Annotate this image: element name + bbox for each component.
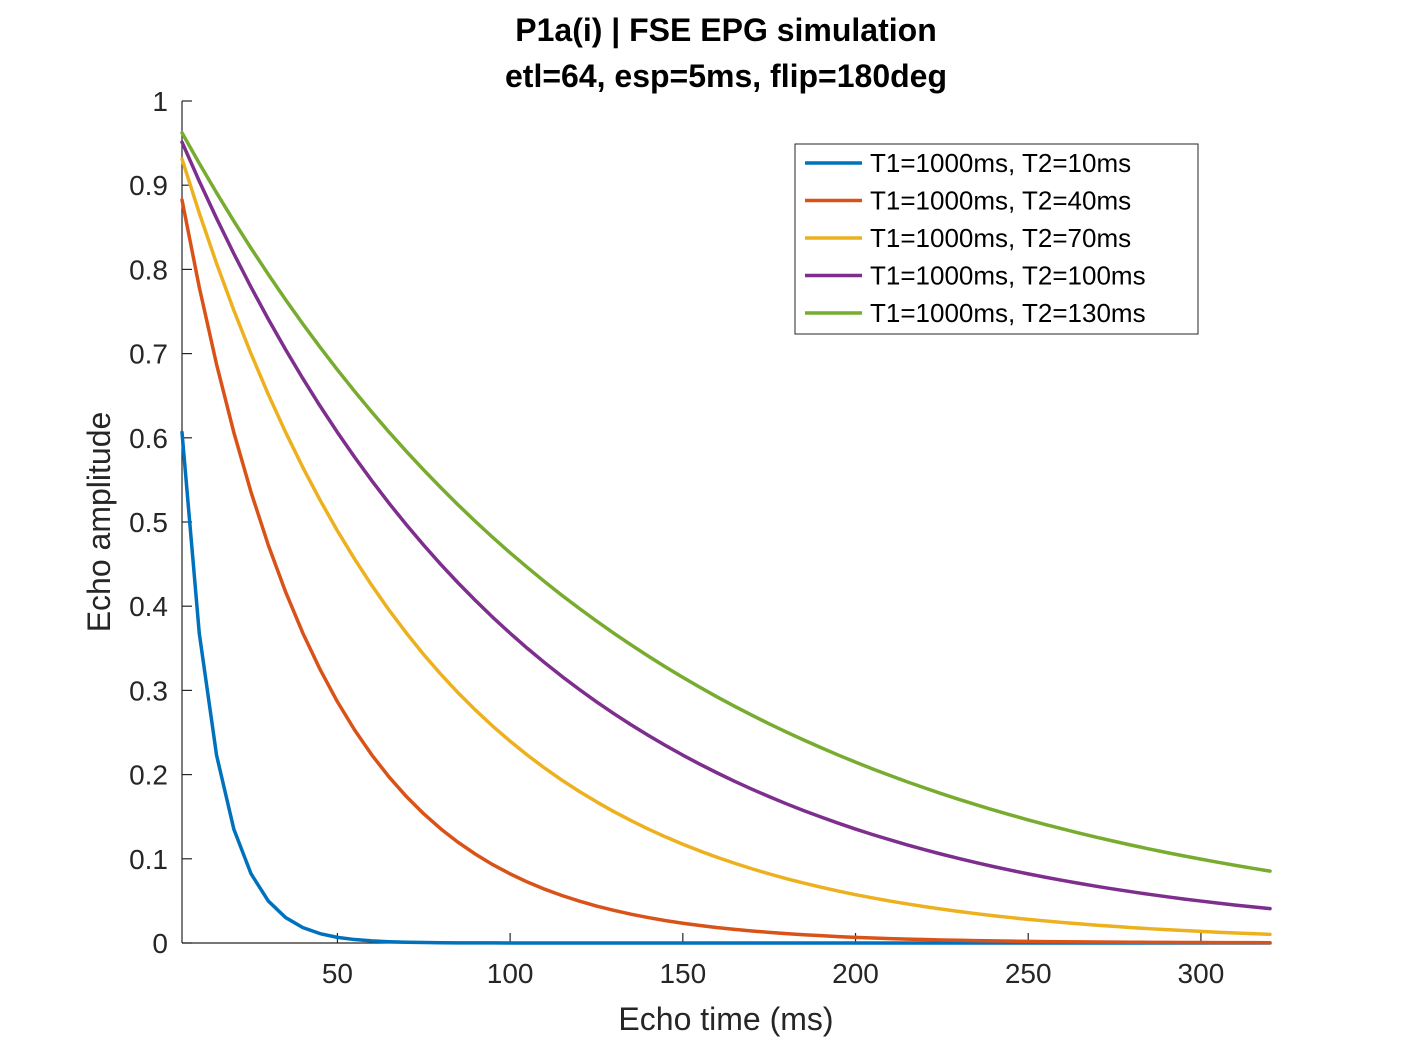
y-tick-label: 0.4 <box>129 591 168 622</box>
legend-label: T1=1000ms, T2=10ms <box>870 148 1131 178</box>
y-tick-label: 0 <box>152 928 168 959</box>
legend-items: T1=1000ms, T2=10ms T1=1000ms, T2=40ms T1=1… <box>805 148 1146 328</box>
y-tick-label: 0.1 <box>129 844 168 875</box>
chart-subtitle: etl=64, esp=5ms, flip=180deg <box>505 58 947 94</box>
y-tick-label: 0.9 <box>129 170 168 201</box>
y-axis-label: Echo amplitude <box>81 412 117 633</box>
x-tick-label: 50 <box>322 958 353 989</box>
x-ticks: 50 100 150 200 250 300 <box>322 933 1224 989</box>
x-axis-label: Echo time (ms) <box>618 1001 833 1037</box>
series-line-5 <box>180 130 1272 873</box>
legend-box <box>794 143 1199 335</box>
y-tick-label: 0.6 <box>129 423 168 454</box>
y-tick-label: 0.2 <box>129 760 168 791</box>
series-lines <box>180 130 1272 945</box>
series-line-1 <box>180 430 1272 945</box>
series-line-4 <box>180 140 1272 911</box>
series-line-2 <box>180 198 1272 945</box>
legend-label: T1=1000ms, T2=100ms <box>870 261 1146 291</box>
chart-title: P1a(i) | FSE EPG simulation <box>515 12 936 48</box>
y-tick-label: 0.3 <box>129 675 168 706</box>
series-line-3 <box>180 157 1272 937</box>
x-tick-label: 300 <box>1178 958 1225 989</box>
legend-label: T1=1000ms, T2=40ms <box>870 186 1131 216</box>
y-ticks: 0 0.1 0.2 0.3 0.4 0.5 0.6 0.7 0.8 0.9 1 <box>129 86 192 959</box>
legend: T1=1000ms, T2=10ms T1=1000ms, T2=40ms T1=1… <box>794 143 1199 335</box>
legend-label: T1=1000ms, T2=70ms <box>870 223 1131 253</box>
x-tick-label: 150 <box>659 958 706 989</box>
legend-label: T1=1000ms, T2=130ms <box>870 298 1146 328</box>
y-tick-label: 0.8 <box>129 254 168 285</box>
y-tick-label: 1 <box>152 86 168 117</box>
y-tick-label: 0.7 <box>129 339 168 370</box>
x-tick-label: 200 <box>832 958 879 989</box>
x-tick-label: 250 <box>1005 958 1052 989</box>
x-tick-label: 100 <box>487 958 534 989</box>
y-tick-label: 0.5 <box>129 507 168 538</box>
